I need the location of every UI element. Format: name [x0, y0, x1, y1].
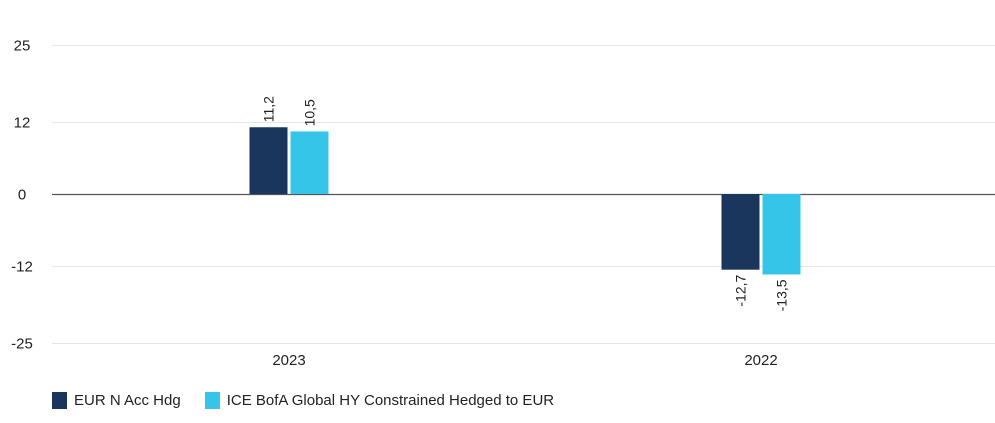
data-label-2022-series-2: -13,5	[774, 279, 790, 311]
x-category-label: 2022	[744, 352, 777, 369]
legend-item-series-1: EUR N Acc Hdg	[52, 392, 181, 409]
bar-2023-series-1	[249, 127, 288, 194]
x-axis: 2023 2022	[272, 352, 777, 369]
y-tick-label: 0	[18, 187, 26, 204]
data-label-2023-series-1: 11,2	[261, 96, 277, 122]
y-axis: 25 12 0 -12 -25	[11, 38, 33, 353]
grid-lines	[52, 45, 995, 344]
bar-2022-series-1	[721, 194, 760, 270]
x-category-label: 2023	[272, 352, 305, 369]
data-labels: 11,2 10,5 -12,7 -13,5	[261, 96, 790, 312]
data-label-2023-series-2: 10,5	[302, 99, 318, 126]
legend-item-series-2: ICE BofA Global HY Constrained Hedged to…	[204, 392, 555, 409]
y-tick-label: 25	[14, 38, 31, 55]
legend-label-series-2: ICE BofA Global HY Constrained Hedged to…	[226, 392, 555, 409]
legend-label-series-1: EUR N Acc Hdg	[74, 392, 181, 409]
bar-2022-series-2	[762, 194, 801, 275]
y-tick-label: 12	[14, 115, 31, 132]
legend-swatch-series-1	[52, 392, 67, 409]
data-label-2022-series-1: -12,7	[733, 274, 749, 306]
y-tick-label: -12	[11, 259, 33, 276]
bars	[249, 127, 801, 275]
legend-swatch-series-2	[204, 392, 220, 409]
legend: EUR N Acc Hdg ICE BofA Global HY Constra…	[52, 392, 554, 409]
bar-2023-series-2	[290, 131, 329, 194]
y-tick-label: -25	[11, 336, 33, 353]
